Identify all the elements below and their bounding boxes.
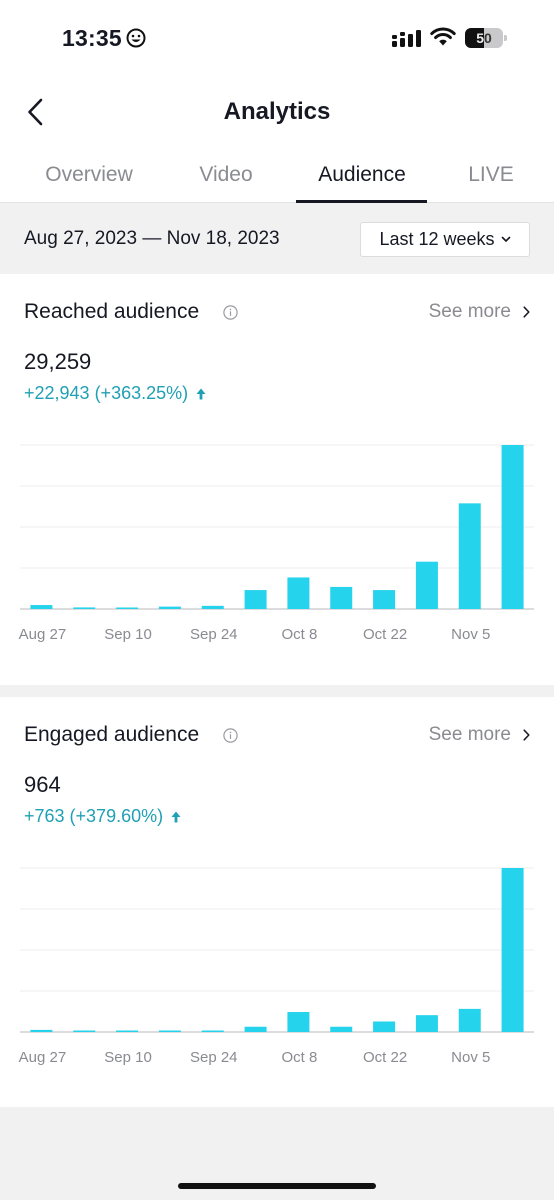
active-tab-indicator (296, 200, 427, 203)
info-icon[interactable] (223, 728, 238, 743)
tab-video[interactable]: Video (199, 163, 253, 186)
reached-see-more-link[interactable]: See more (429, 301, 530, 323)
engaged-chart-bar[interactable] (373, 1021, 396, 1032)
engaged-audience-value: 964 (24, 772, 61, 797)
engaged-chart-bar[interactable] (158, 1030, 181, 1033)
info-icon[interactable] (223, 305, 238, 320)
period-selector-label: Last 12 weeks (379, 229, 495, 249)
battery-percent: 50 (476, 30, 492, 46)
see-more-label: See more (428, 301, 511, 322)
period-selector-button[interactable]: Last 12 weeks (360, 222, 530, 257)
reached-chart-x-tick-label: Oct 22 (363, 626, 407, 643)
cellular-signal-icon (392, 30, 421, 47)
top-area: 13:35 50 (0, 0, 554, 203)
engaged-chart-x-tick-label: Sep 24 (190, 1049, 238, 1066)
engaged-chart-bar[interactable] (458, 1008, 481, 1032)
change-text: +763 (+379.60%) (24, 806, 164, 826)
engaged-chart-bar[interactable] (501, 868, 524, 1032)
reached-chart-x-tick-label: Oct 8 (281, 626, 317, 643)
battery-level (465, 28, 484, 48)
smiley-emoji-icon (126, 28, 146, 48)
reached-chart-bar[interactable] (30, 605, 53, 609)
status-time: 13:35 (62, 25, 122, 51)
engaged-see-more-link[interactable]: See more (429, 724, 530, 746)
reached-audience-card: Reached audience See more 29,259 +22,943… (0, 274, 554, 685)
arrow-up-icon (196, 388, 206, 399)
change-text: +22,943 (+363.25%) (24, 383, 189, 403)
reached-chart-bar[interactable] (501, 445, 524, 609)
reached-chart-bar[interactable] (158, 606, 181, 609)
engaged-chart-bar[interactable] (73, 1030, 96, 1033)
engaged-chart-x-tick-label: Sep 10 (104, 1049, 152, 1066)
engaged-chart-x-tick-label: Aug 27 (19, 1049, 67, 1066)
engaged-chart-bar[interactable] (287, 1012, 310, 1032)
reached-audience-change: +22,943 (+363.25%) (24, 383, 206, 404)
engaged-audience-chart: Aug 27 Sep 10 Sep 24 Oct 8 Oct 22 Nov 5 (19, 867, 534, 1066)
battery-indicator: 50 (465, 28, 507, 48)
chevron-right-icon (523, 306, 530, 318)
wifi-icon (430, 27, 456, 46)
arrow-up-icon (171, 811, 181, 822)
engaged-audience-change: +763 (+379.60%) (24, 806, 181, 827)
engaged-chart-bar[interactable] (330, 1026, 353, 1032)
tab-live[interactable]: LIVE (468, 163, 514, 186)
reached-audience-chart: Aug 27 Sep 10 Sep 24 Oct 8 Oct 22 Nov 5 (19, 444, 534, 643)
date-range-text: Aug 27, 2023 — Nov 18, 2023 (24, 228, 280, 249)
reached-chart-x-tick-label: Sep 10 (104, 626, 152, 643)
chevron-left-icon (28, 98, 43, 126)
back-button[interactable] (22, 94, 48, 130)
engaged-chart-bar[interactable] (116, 1030, 139, 1033)
reached-audience-value: 29,259 (24, 349, 92, 374)
engaged-chart-bar[interactable] (244, 1026, 267, 1032)
battery-body: 50 (465, 28, 503, 48)
page-title: Analytics (223, 98, 331, 125)
battery-cap (504, 35, 507, 41)
chevron-right-icon (523, 729, 530, 741)
reached-chart-bar[interactable] (116, 607, 139, 610)
engaged-audience-title: Engaged audience (24, 723, 200, 746)
reached-chart-x-tick-label: Aug 27 (19, 626, 67, 643)
reached-chart-bar[interactable] (415, 561, 438, 609)
engaged-chart-bar[interactable] (201, 1030, 224, 1033)
see-more-label: See more (428, 724, 511, 745)
chevron-down-icon (501, 236, 510, 242)
reached-chart-bar[interactable] (201, 605, 224, 609)
tab-overview[interactable]: Overview (45, 163, 133, 186)
engaged-audience-card: Engaged audience See more 964 +763 (+379… (0, 697, 554, 1107)
reached-chart-x-tick-label: Sep 24 (190, 626, 238, 643)
reached-chart-bar[interactable] (287, 577, 310, 609)
reached-chart-bar[interactable] (244, 590, 267, 609)
reached-chart-bar[interactable] (373, 590, 396, 609)
engaged-chart-bar[interactable] (415, 1015, 438, 1032)
engaged-chart-bar[interactable] (30, 1029, 53, 1032)
engaged-chart-x-tick-label: Nov 5 (451, 1049, 490, 1066)
engaged-chart-x-tick-label: Oct 8 (281, 1049, 317, 1066)
engaged-chart-x-tick-label: Oct 22 (363, 1049, 407, 1066)
tab-audience[interactable]: Audience (318, 163, 406, 186)
tab-bar: Overview Video Audience LIVE (0, 155, 554, 203)
reached-audience-title: Reached audience (24, 300, 200, 323)
reached-chart-x-tick-label: Nov 5 (451, 626, 490, 643)
status-bar: 13:35 50 (0, 0, 554, 70)
reached-chart-bar[interactable] (458, 503, 481, 609)
home-indicator[interactable] (178, 1183, 376, 1189)
reached-chart-bar[interactable] (330, 586, 353, 609)
reached-chart-bar[interactable] (73, 607, 96, 609)
